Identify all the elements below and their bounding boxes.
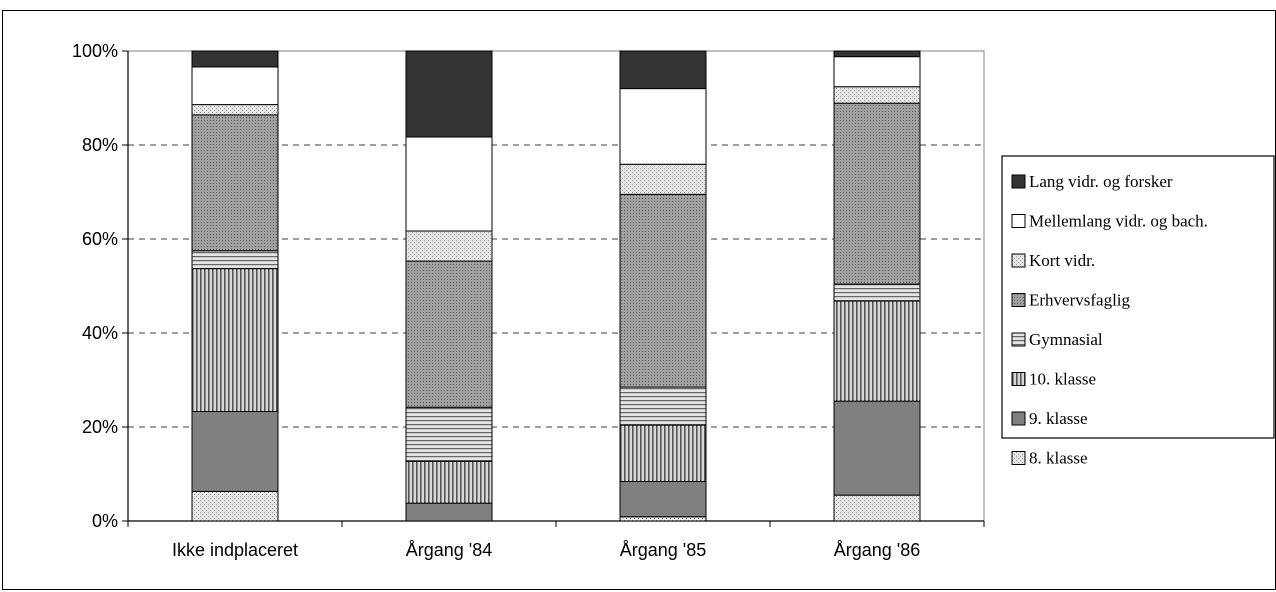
legend-swatch <box>1011 332 1026 347</box>
bar-segment-2-0 <box>619 516 707 522</box>
bar-segment-2-6 <box>619 88 707 165</box>
bar-segment-3-4 <box>833 102 921 285</box>
bar-segment-2-1 <box>619 481 707 518</box>
bar-segment-0-2 <box>191 268 279 412</box>
x-tick-label: Årgang '84 <box>406 540 493 560</box>
legend-swatch <box>1011 411 1026 426</box>
legend: Lang vidr. og forsker Mellemlang vidr. og… <box>1001 155 1275 468</box>
bar-segment-2-3 <box>619 386 707 426</box>
bar-segment-3-2 <box>833 300 921 402</box>
bar-segment-2-5 <box>619 163 707 195</box>
legend-swatch <box>1011 451 1026 465</box>
legend-swatch <box>1011 214 1026 228</box>
bar-segment-3-1 <box>833 400 921 496</box>
bar-segment-2-7 <box>619 50 707 90</box>
legend-label: Lang vidr. og forsker <box>1029 172 1173 191</box>
legend-swatch <box>1011 293 1026 307</box>
bar-segment-1-7 <box>405 50 493 138</box>
bar-segment-3-0 <box>833 494 921 522</box>
axis-labels: 0% 20% 40% 60% 80% 100% Ikke indplaceret Årgang… <box>72 41 920 560</box>
legend-box <box>1001 155 1275 439</box>
bar-segment-3-3 <box>833 283 921 302</box>
y-tick-label: 20% <box>82 417 118 437</box>
y-tick-label: 80% <box>82 135 118 155</box>
bar-segment-1-5 <box>405 230 493 262</box>
legend-swatch <box>1011 253 1026 268</box>
legend-swatch <box>1011 174 1026 189</box>
bar-segment-2-4 <box>619 193 707 388</box>
y-tick-label: 100% <box>72 41 118 61</box>
bar-segment-3-6 <box>833 56 921 88</box>
bar-segment-1-1 <box>405 502 493 522</box>
legend-label: Erhvervsfaglig <box>1029 291 1131 310</box>
bar-segment-0-7 <box>191 50 279 68</box>
bar-segment-1-3 <box>405 406 493 462</box>
legend-label: Gymnasial <box>1029 330 1103 349</box>
bar-segment-0-1 <box>191 410 279 492</box>
legend-label: 10. klasse <box>1029 370 1096 389</box>
bar-segment-0-0 <box>191 490 279 522</box>
bar-segment-2-2 <box>619 424 707 483</box>
legend-label: 9. klasse <box>1029 409 1088 428</box>
y-tick-label: 60% <box>82 229 118 249</box>
bar-segment-3-7 <box>833 50 921 58</box>
bar-segment-3-5 <box>833 86 921 104</box>
bar-segment-1-4 <box>405 260 493 408</box>
x-tick-label: Årgang '85 <box>620 540 707 560</box>
bar-segment-0-5 <box>191 104 279 116</box>
y-tick-label: 40% <box>82 323 118 343</box>
legend-label: 8. klasse <box>1029 449 1088 468</box>
bar-segment-0-3 <box>191 250 279 270</box>
legend-label: Kort vidr. <box>1029 251 1095 270</box>
legend-label: Mellemlang vidr. og bach. <box>1029 212 1208 231</box>
x-tick-label: Ikke indplaceret <box>172 540 298 560</box>
y-tick-label: 0% <box>92 511 118 531</box>
bar-segment-0-6 <box>191 66 279 106</box>
bar-segment-0-4 <box>191 114 279 252</box>
bar-segment-1-2 <box>405 460 493 504</box>
bars <box>191 50 921 522</box>
x-tick-label: Årgang '86 <box>834 540 921 560</box>
legend-swatch <box>1011 372 1026 386</box>
bar-segment-1-6 <box>405 136 493 232</box>
